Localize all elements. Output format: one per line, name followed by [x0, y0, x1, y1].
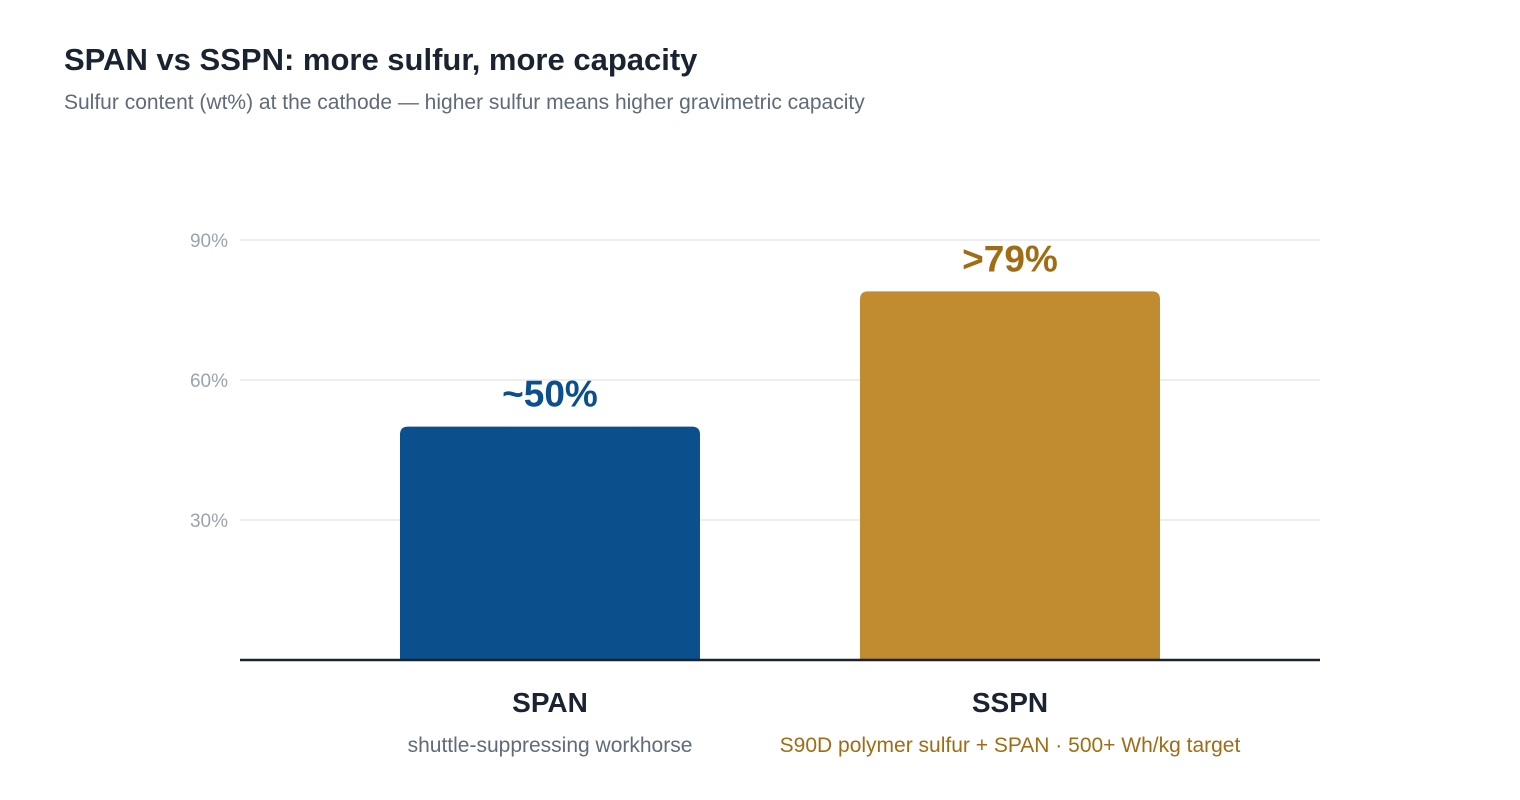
bar-sspn [860, 291, 1160, 660]
y-tick-label: 90% [190, 231, 228, 252]
category-description-span: shuttle-suppressing workhorse [408, 734, 693, 757]
bar-span [400, 426, 700, 660]
chart-subtitle: Sulfur content (wt%) at the cathode — hi… [64, 91, 865, 114]
category-label-sspn: SSPN [972, 687, 1048, 718]
y-tick-label: 60% [190, 371, 228, 392]
bars [400, 291, 1160, 660]
category-description-sspn: S90D polymer sulfur + SPAN · 500+ Wh/kg … [780, 734, 1241, 757]
y-tick-label: 30% [190, 511, 228, 532]
chart-title: SPAN vs SSPN: more sulfur, more capacity [64, 42, 698, 77]
category-label-span: SPAN [512, 687, 588, 718]
value-label-span: ~50% [502, 374, 598, 415]
y-axis-ticks: 30% 60% 90% [190, 231, 228, 532]
bar-labels: ~50% SPAN shuttle-suppressing workhorse >79… [408, 238, 1241, 757]
value-label-sspn: >79% [962, 238, 1058, 279]
